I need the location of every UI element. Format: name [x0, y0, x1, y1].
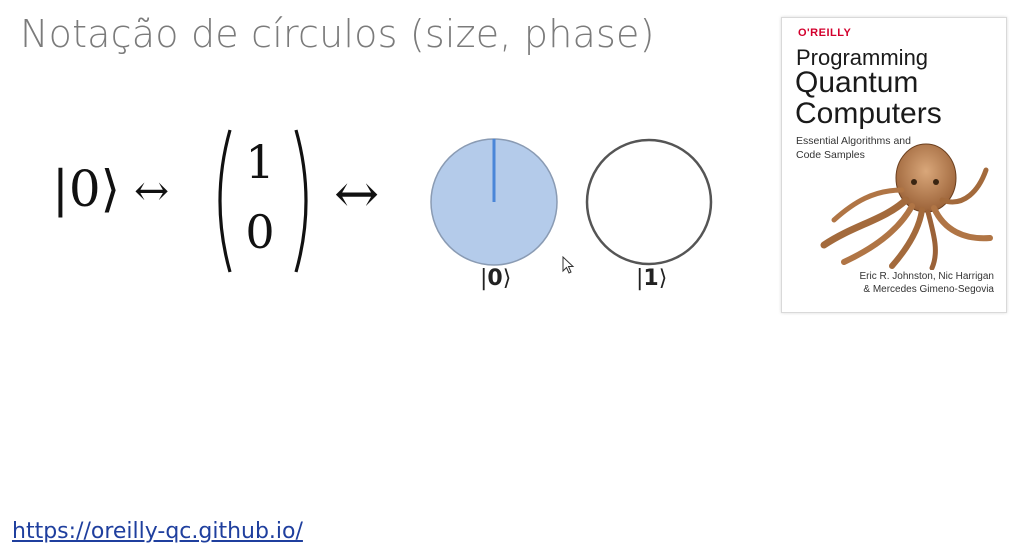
vector-parentheses — [218, 129, 308, 273]
book-authors: Eric R. Johnston, Nic Harrigan & Mercede… — [804, 270, 995, 296]
vector-bottom-value: 0 — [245, 205, 275, 259]
book-title-line2: Quantum — [795, 66, 919, 99]
book-title-line1: Programming — [796, 45, 929, 70]
circle-state-0 — [430, 138, 558, 266]
circle-state-1 — [585, 138, 713, 266]
circle-state-1-outline — [585, 138, 713, 266]
mouse-pointer-icon — [562, 256, 575, 274]
circle-label-0: |0⟩ — [480, 266, 512, 291]
book-cover: O'REILLY Programming Quantum Computers E… — [781, 17, 1007, 313]
vector-top-value: 1 — [245, 135, 275, 189]
circle-notation — [430, 138, 713, 266]
slide-title: Notação de círculos (size, phase) — [20, 12, 655, 56]
book-authors-line2: & Mercedes Gimeno-Segovia — [863, 284, 994, 295]
equivalence-arrow-2: ↔ — [334, 162, 380, 225]
book-subtitle: Essential Algorithms and Code Samples — [796, 135, 911, 161]
book-authors-line1: Eric R. Johnston, Nic Harrigan — [859, 271, 995, 282]
book-publisher: O'REILLY — [798, 27, 852, 39]
website-link[interactable]: https://oreilly-qc.github.io/ — [12, 519, 303, 544]
ket-zero: |0⟩ — [52, 160, 121, 218]
book-title-line3: Computers — [795, 97, 942, 130]
equivalence-arrow-1: ↔ — [134, 166, 170, 215]
octopus-illustration-icon — [820, 143, 993, 270]
circle-label-1: |1⟩ — [636, 266, 668, 291]
